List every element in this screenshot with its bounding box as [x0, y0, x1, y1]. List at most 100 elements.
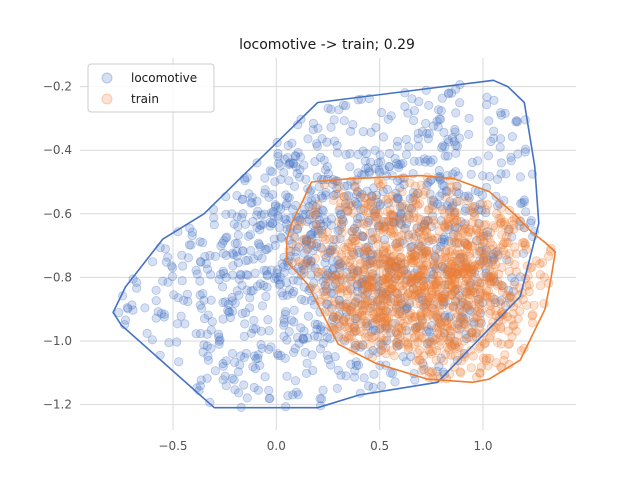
data-point-locomotive — [301, 209, 311, 219]
data-point-locomotive — [412, 188, 423, 198]
data-point-locomotive — [488, 133, 499, 143]
data-point-locomotive — [390, 377, 400, 387]
data-point-locomotive — [239, 380, 249, 390]
data-point-locomotive — [350, 343, 360, 353]
data-point-locomotive — [507, 273, 517, 283]
data-point-locomotive — [179, 295, 189, 305]
data-point-locomotive — [266, 265, 276, 275]
data-point-train — [450, 264, 460, 274]
data-point-locomotive — [393, 289, 403, 299]
data-point-locomotive — [298, 261, 308, 271]
data-point-locomotive — [361, 164, 371, 174]
data-point-train — [418, 275, 428, 286]
data-point-locomotive — [232, 212, 242, 222]
data-point-locomotive — [359, 373, 369, 383]
data-point-train — [484, 333, 495, 343]
data-point-locomotive — [261, 265, 271, 276]
data-point-locomotive — [268, 207, 278, 217]
data-point-locomotive — [279, 320, 289, 330]
data-point-locomotive — [215, 335, 225, 345]
data-point-locomotive — [224, 299, 234, 309]
data-point-train — [331, 235, 341, 245]
data-point-train — [346, 227, 357, 237]
data-point-locomotive — [221, 381, 231, 391]
data-point-train — [359, 300, 369, 311]
y-tick-label: −1.0 — [43, 334, 72, 348]
data-point-locomotive — [475, 256, 485, 266]
data-point-locomotive — [195, 300, 205, 310]
data-point-locomotive — [345, 126, 356, 136]
data-point-locomotive — [289, 317, 299, 327]
data-point-train — [384, 217, 394, 227]
data-point-train — [344, 314, 354, 324]
data-point-locomotive — [234, 274, 244, 284]
data-point-locomotive — [249, 351, 260, 361]
data-point-locomotive — [367, 249, 377, 259]
data-point-train — [442, 279, 452, 289]
data-point-locomotive — [376, 107, 387, 118]
data-point-locomotive — [329, 190, 339, 201]
data-point-locomotive — [313, 271, 323, 281]
data-point-locomotive — [396, 210, 406, 220]
data-point-locomotive — [418, 275, 428, 286]
data-point-locomotive — [306, 230, 316, 240]
data-point-train — [487, 240, 498, 250]
data-point-train — [344, 322, 354, 333]
data-point-locomotive — [218, 248, 228, 258]
data-point-locomotive — [353, 360, 364, 370]
data-point-locomotive — [473, 156, 483, 166]
data-point-locomotive — [276, 350, 286, 361]
data-point-train — [310, 207, 320, 218]
data-point-train — [341, 332, 351, 342]
data-point-locomotive — [454, 324, 464, 334]
data-point-locomotive — [318, 221, 328, 231]
data-point-locomotive — [242, 393, 252, 403]
data-point-locomotive — [492, 201, 503, 211]
data-point-locomotive — [417, 358, 428, 368]
data-point-train — [404, 288, 414, 298]
data-point-locomotive — [355, 192, 365, 202]
data-point-locomotive — [230, 385, 240, 395]
data-point-locomotive — [382, 184, 392, 195]
data-point-train — [397, 212, 407, 222]
data-point-locomotive — [449, 339, 460, 350]
data-point-train — [444, 318, 454, 328]
data-point-locomotive — [288, 265, 298, 275]
data-point-locomotive — [392, 194, 402, 204]
data-point-locomotive — [428, 300, 439, 310]
data-point-locomotive — [426, 157, 436, 167]
data-point-locomotive — [367, 235, 377, 245]
data-point-locomotive — [373, 281, 383, 291]
data-point-locomotive — [246, 286, 256, 296]
data-point-locomotive — [406, 278, 416, 288]
data-point-locomotive — [338, 217, 348, 227]
data-point-locomotive — [438, 300, 448, 310]
data-point-locomotive — [482, 230, 492, 240]
data-point-train — [360, 193, 370, 203]
data-point-train — [291, 241, 301, 251]
data-point-locomotive — [241, 348, 251, 358]
data-point-locomotive — [451, 84, 461, 94]
data-point-locomotive — [368, 205, 378, 215]
data-point-train — [426, 368, 436, 378]
data-point-train — [450, 279, 460, 290]
data-point-locomotive — [293, 148, 303, 158]
data-point-train — [471, 225, 481, 235]
data-point-locomotive — [296, 270, 306, 280]
data-point-locomotive — [452, 197, 462, 207]
data-point-locomotive — [423, 216, 433, 226]
data-point-locomotive — [391, 273, 401, 283]
data-point-train — [423, 205, 433, 215]
data-point-locomotive — [506, 156, 516, 166]
data-point-locomotive — [290, 232, 300, 242]
data-point-train — [411, 190, 421, 200]
data-point-locomotive — [489, 126, 499, 136]
data-point-locomotive — [263, 315, 273, 325]
data-point-locomotive — [389, 218, 399, 228]
data-point-locomotive — [335, 321, 345, 331]
data-point-train — [475, 368, 485, 378]
data-point-train — [444, 247, 455, 257]
data-point-locomotive — [291, 151, 301, 161]
data-point-locomotive — [310, 210, 320, 220]
data-point-locomotive — [401, 150, 411, 160]
